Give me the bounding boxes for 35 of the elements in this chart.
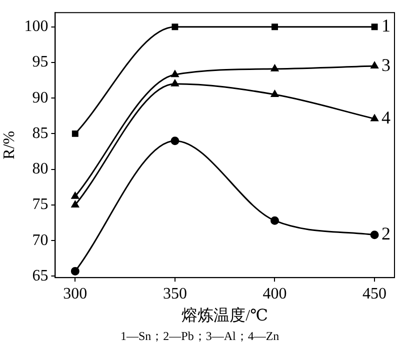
y-tick-label: 65	[32, 267, 48, 284]
point	[170, 136, 180, 146]
y-tick-label: 85	[32, 124, 48, 142]
y-tick-label: 75	[32, 196, 48, 214]
point	[272, 24, 278, 30]
y-axis-title: R/%	[0, 130, 18, 160]
point	[172, 24, 178, 30]
point	[71, 192, 79, 199]
point	[270, 90, 279, 98]
point	[370, 114, 378, 122]
y-tick-label: 80	[32, 160, 48, 178]
y-tick-label: 90	[32, 89, 48, 106]
point	[270, 216, 279, 225]
x-axis-title: 熔炼温度/℃	[182, 306, 268, 325]
series-label: 1	[382, 16, 391, 36]
point	[270, 64, 279, 72]
point	[72, 130, 78, 137]
point	[171, 80, 179, 86]
x-tick-label: 300	[63, 285, 88, 302]
point	[370, 62, 378, 69]
x-tick-label: 350	[162, 285, 187, 302]
series-label: 3	[382, 54, 391, 75]
point	[371, 24, 378, 30]
point	[370, 230, 379, 240]
y-tick-label: 70	[32, 232, 48, 249]
point	[171, 70, 179, 78]
series-label: 2	[382, 224, 391, 244]
x-tick-label: 400	[262, 285, 287, 302]
y-tick-label: 95	[32, 54, 48, 71]
y-tick-label: 100	[24, 18, 48, 36]
point	[70, 266, 80, 276]
text: 1—Sn；2—Pb；3—Al；4—Zn	[120, 329, 280, 343]
point	[71, 200, 79, 208]
x-tick-label: 450	[362, 285, 387, 302]
series-label: 4	[382, 107, 391, 128]
